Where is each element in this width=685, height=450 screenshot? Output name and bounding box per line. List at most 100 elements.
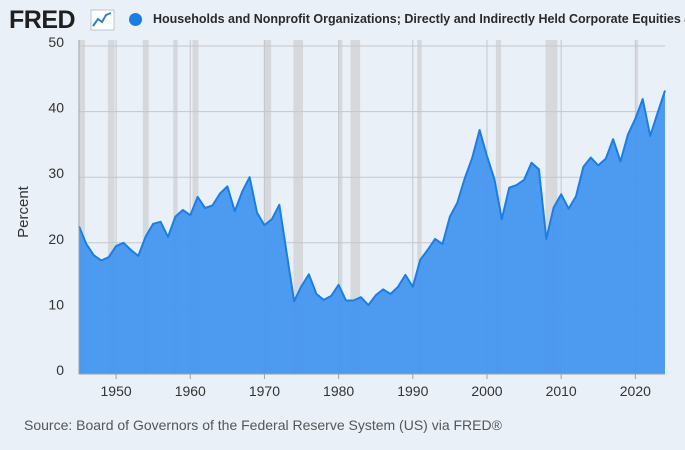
data-point[interactable]	[195, 194, 201, 200]
data-point[interactable]	[640, 96, 646, 102]
data-point[interactable]	[254, 210, 260, 216]
data-point[interactable]	[595, 162, 601, 168]
data-point[interactable]	[610, 136, 616, 142]
data-point[interactable]	[536, 166, 542, 172]
x-tick-label: 2020	[620, 383, 651, 399]
fred-logo[interactable]: FRED	[9, 6, 76, 34]
data-point[interactable]	[558, 191, 564, 197]
data-point[interactable]	[187, 212, 193, 218]
axis-layer: 0 10 20 30 40 50 1950 1960 1970 1980 1990 2000 2010 2…	[48, 34, 665, 399]
x-tick-label: 1990	[397, 383, 428, 399]
data-point[interactable]	[91, 252, 97, 258]
data-point[interactable]	[662, 88, 668, 94]
recession-bar	[173, 40, 178, 374]
data-point[interactable]	[106, 254, 112, 260]
data-point[interactable]	[603, 156, 609, 162]
data-point[interactable]	[528, 160, 534, 166]
data-point[interactable]	[202, 205, 208, 211]
data-point[interactable]	[284, 250, 290, 256]
data-point[interactable]	[269, 216, 275, 222]
series-title[interactable]: Households and Nonprofit Organizations; …	[153, 12, 685, 26]
data-point[interactable]	[655, 110, 661, 116]
data-point[interactable]	[573, 193, 579, 199]
data-point[interactable]	[395, 284, 401, 290]
data-point[interactable]	[410, 284, 416, 290]
data-point[interactable]	[276, 202, 282, 208]
recession-bar	[263, 40, 272, 374]
data-point[interactable]	[224, 183, 230, 189]
recession-bar	[350, 40, 361, 374]
x-tick-label: 2010	[546, 383, 577, 399]
data-point[interactable]	[551, 204, 557, 210]
series-area	[79, 90, 665, 374]
data-point[interactable]	[447, 214, 453, 220]
data-point[interactable]	[462, 176, 468, 182]
data-point[interactable]	[632, 116, 638, 122]
recession-bar	[417, 40, 422, 374]
data-point[interactable]	[306, 271, 312, 277]
series-line[interactable]	[78, 90, 666, 307]
data-point[interactable]	[150, 221, 156, 227]
data-point[interactable]	[291, 298, 297, 304]
data-point[interactable]	[514, 182, 520, 188]
data-point[interactable]	[365, 302, 371, 308]
data-point[interactable]	[402, 272, 408, 278]
data-point[interactable]	[313, 291, 319, 297]
series-layer	[78, 88, 668, 374]
data-point[interactable]	[388, 291, 394, 297]
data-point[interactable]	[350, 298, 356, 304]
data-point[interactable]	[425, 247, 431, 253]
data-point[interactable]	[580, 164, 586, 170]
data-point[interactable]	[98, 258, 104, 264]
data-point[interactable]	[417, 257, 423, 263]
data-point[interactable]	[239, 189, 245, 195]
data-point[interactable]	[321, 297, 327, 303]
data-point[interactable]	[625, 132, 631, 138]
data-point[interactable]	[373, 292, 379, 298]
data-point[interactable]	[491, 176, 497, 182]
data-point[interactable]	[566, 206, 572, 212]
data-point[interactable]	[454, 200, 460, 206]
data-point[interactable]	[121, 240, 127, 246]
recession-bar	[107, 40, 115, 374]
data-point[interactable]	[499, 216, 505, 222]
legend-marker	[129, 13, 142, 26]
data-point[interactable]	[299, 283, 305, 289]
recession-bar	[545, 40, 558, 374]
data-point[interactable]	[358, 294, 364, 300]
data-point[interactable]	[143, 233, 149, 239]
data-point[interactable]	[128, 247, 134, 253]
data-point[interactable]	[180, 207, 186, 213]
y-tick-label: 30	[48, 165, 64, 181]
data-point[interactable]	[210, 202, 216, 208]
data-point[interactable]	[158, 219, 164, 225]
data-point[interactable]	[343, 298, 349, 304]
data-point[interactable]	[588, 155, 594, 161]
data-point[interactable]	[165, 234, 171, 240]
data-point[interactable]	[113, 243, 119, 249]
data-point[interactable]	[380, 286, 386, 292]
data-point[interactable]	[543, 236, 549, 242]
data-point[interactable]	[172, 214, 178, 220]
data-point[interactable]	[217, 191, 223, 197]
data-point[interactable]	[521, 177, 527, 183]
data-point[interactable]	[469, 155, 475, 161]
data-point[interactable]	[506, 185, 512, 191]
data-point[interactable]	[232, 208, 238, 214]
data-point[interactable]	[439, 241, 445, 247]
data-point[interactable]	[261, 222, 267, 228]
data-point[interactable]	[484, 153, 490, 159]
data-point[interactable]	[83, 241, 89, 247]
data-point[interactable]	[135, 253, 141, 259]
data-point[interactable]	[328, 293, 334, 299]
data-point[interactable]	[617, 158, 623, 164]
data-point[interactable]	[432, 236, 438, 242]
data-point[interactable]	[336, 282, 342, 288]
data-point[interactable]	[647, 133, 653, 139]
line-chart-icon	[90, 9, 115, 31]
y-axis-label: Percent	[15, 185, 32, 238]
data-point[interactable]	[477, 127, 483, 133]
data-point[interactable]	[247, 174, 253, 180]
source-note: Source: Board of Governors of the Federa…	[24, 417, 502, 433]
